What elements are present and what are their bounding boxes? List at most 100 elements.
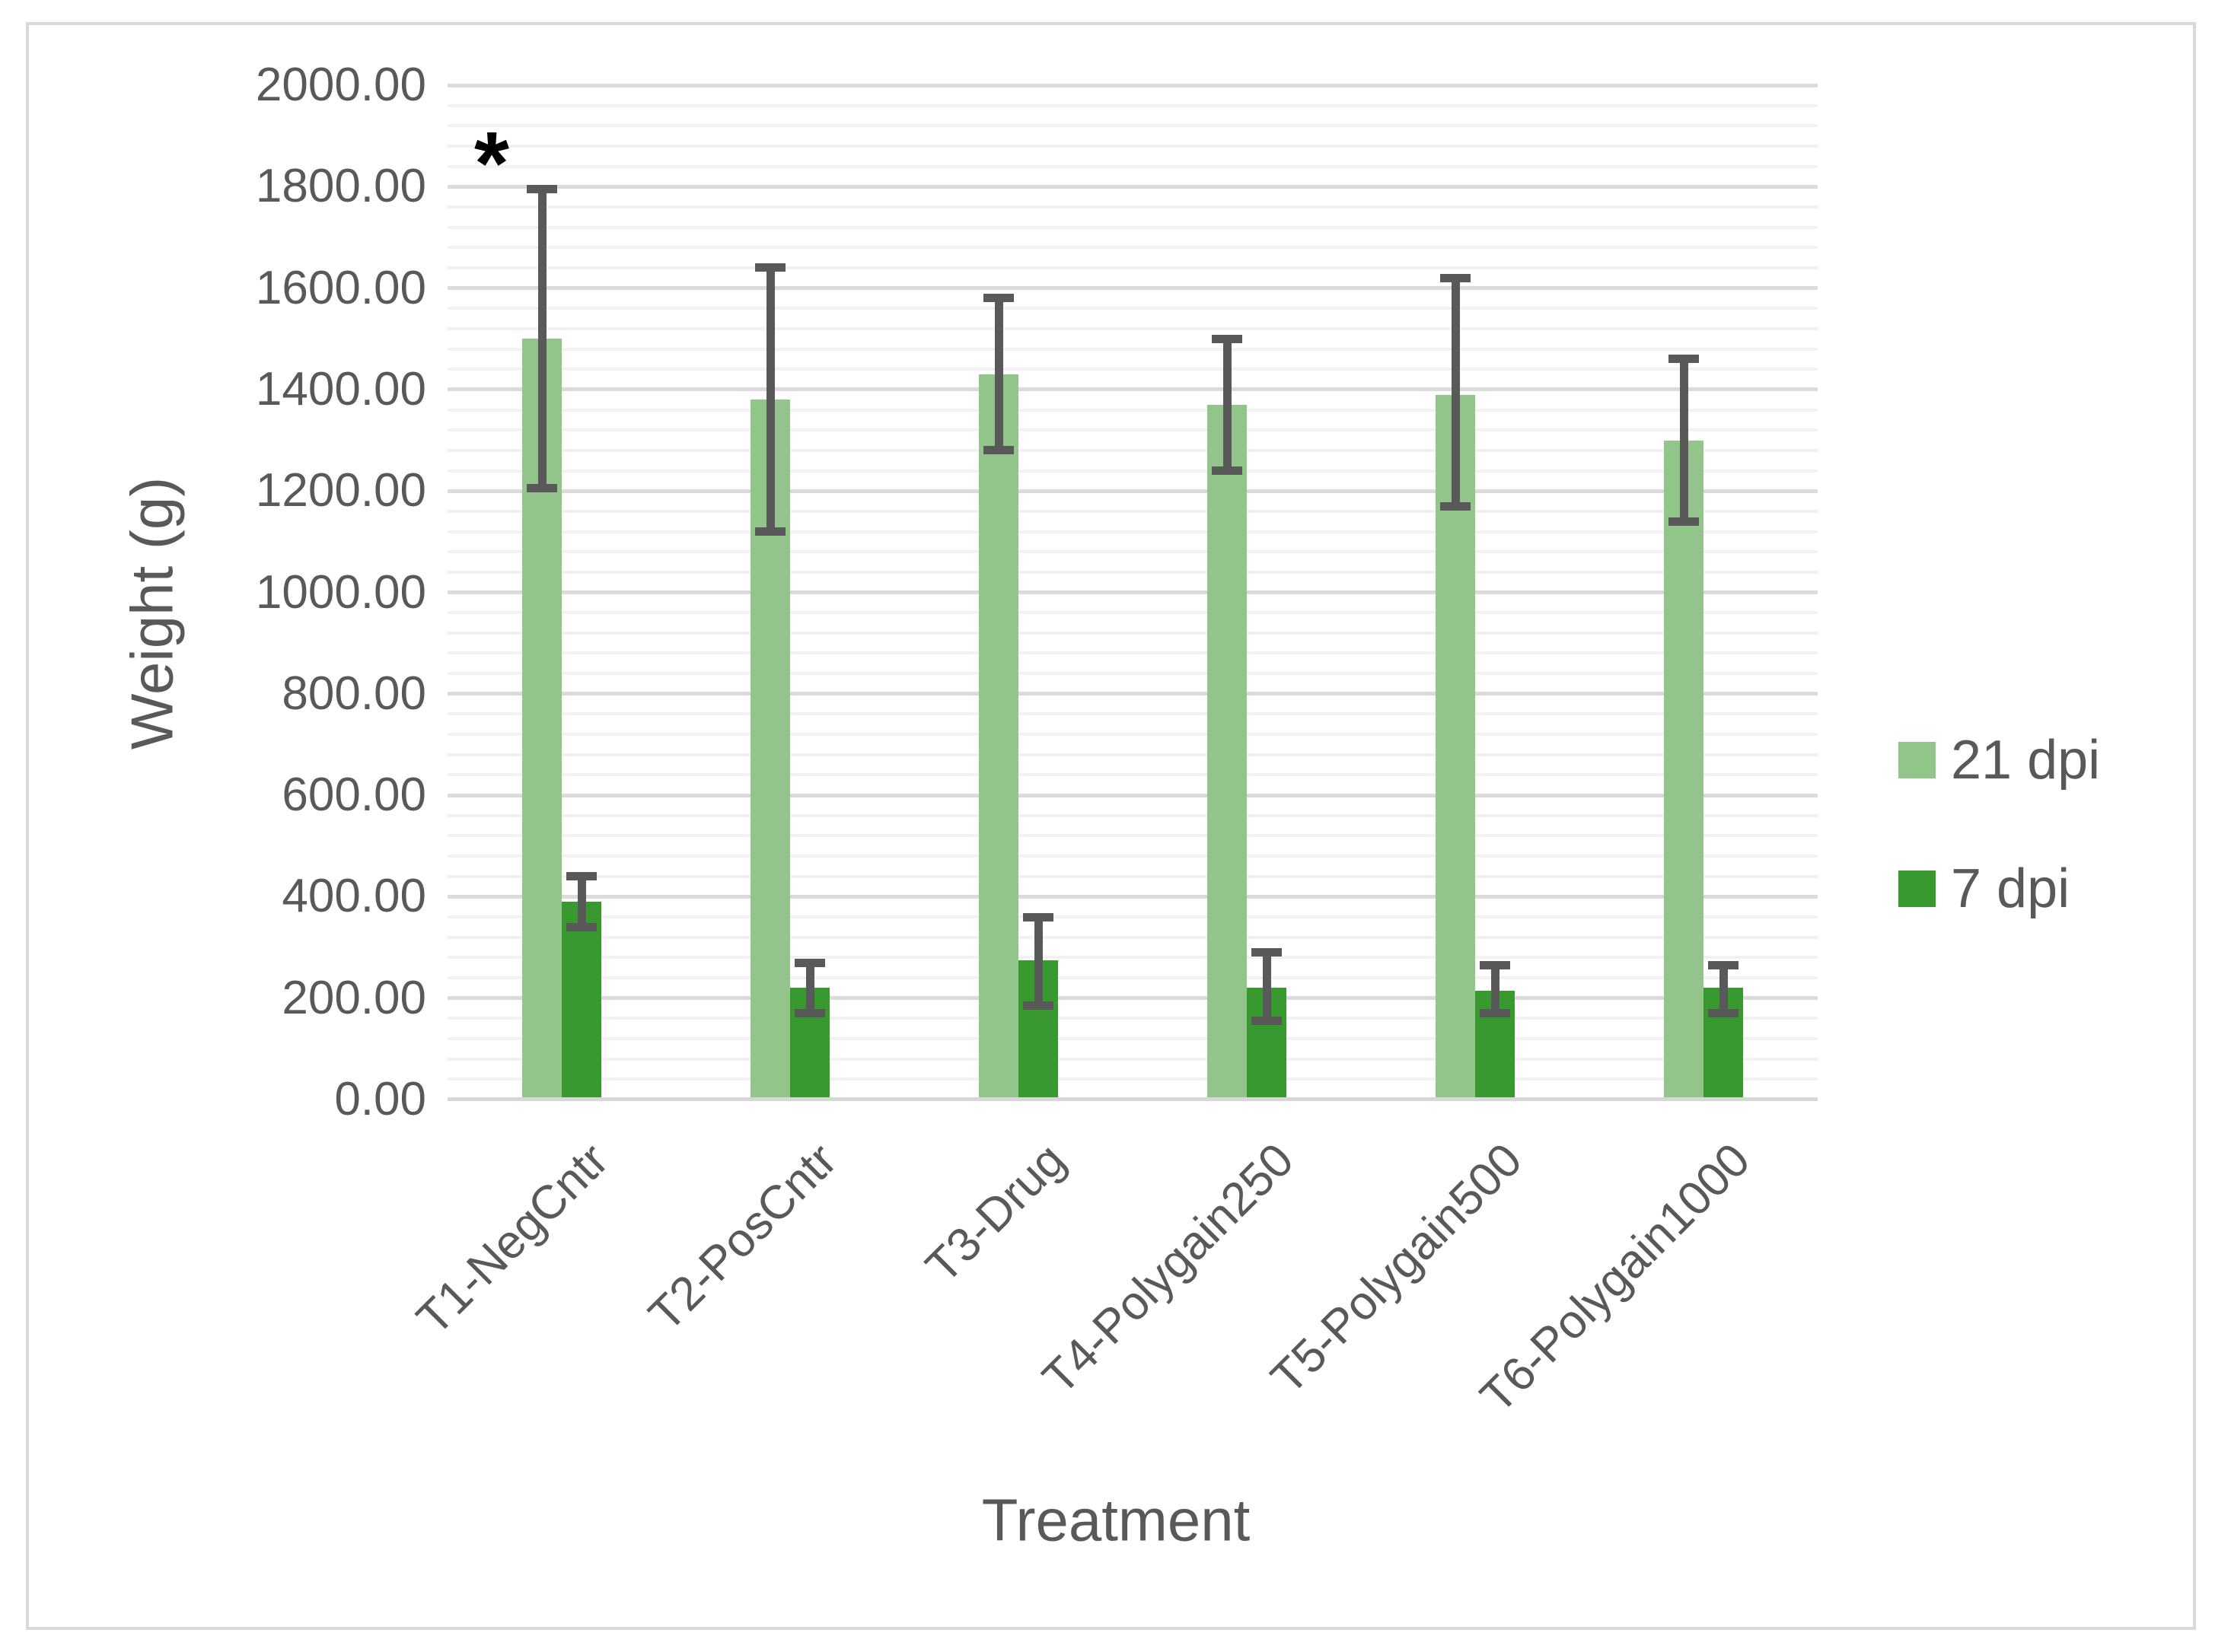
minor-gridline <box>448 428 1818 432</box>
significance-asterisk: * <box>474 113 509 215</box>
minor-gridline <box>448 530 1818 533</box>
error-bar-7dpi-T2-PosCntr-line <box>805 963 814 1014</box>
error-bar-21dpi-T5-Polygain500-line <box>1451 278 1460 507</box>
bar-21dpi-T3-Drug <box>979 374 1018 1100</box>
plot-area <box>448 83 1818 1101</box>
minor-gridline <box>448 915 1818 919</box>
major-gridline <box>448 83 1818 88</box>
minor-gridline <box>448 753 1818 756</box>
minor-gridline <box>448 813 1818 817</box>
x-axis-title: Treatment <box>981 1486 1251 1554</box>
minor-gridline <box>448 712 1818 716</box>
error-bar-21dpi-T2-PosCntr-cap-bottom <box>755 527 786 536</box>
legend-label-7dpi: 7 dpi <box>1951 858 2070 919</box>
legend-entry-21dpi: 21 dpi <box>1898 730 2100 791</box>
y-tick-label: 1200.00 <box>255 464 426 517</box>
minor-gridline <box>448 469 1818 473</box>
y-tick-label: 200.00 <box>282 971 426 1024</box>
minor-gridline <box>448 326 1818 330</box>
error-bar-21dpi-T1-NegCntr-line <box>537 189 547 489</box>
error-bar-21dpi-T6-Polygain1000-line <box>1679 358 1688 522</box>
y-tick-label: 1600.00 <box>255 261 426 314</box>
minor-gridline <box>448 1057 1818 1061</box>
minor-gridline <box>448 246 1818 250</box>
error-bar-7dpi-T2-PosCntr-cap-bottom <box>795 1009 825 1018</box>
error-bar-7dpi-T5-Polygain500-cap-top <box>1480 960 1510 969</box>
major-gridline <box>448 387 1818 392</box>
legend-label-21dpi: 21 dpi <box>1951 730 2101 791</box>
legend-swatch-7dpi-icon <box>1898 871 1936 907</box>
legend-swatch-21dpi-icon <box>1898 742 1936 778</box>
y-tick-label: 800.00 <box>282 667 426 720</box>
legend-entry-7dpi: 7 dpi <box>1898 858 2100 919</box>
minor-gridline <box>448 448 1818 452</box>
minor-gridline <box>448 225 1818 229</box>
error-bar-21dpi-T5-Polygain500-cap-top <box>1440 273 1471 282</box>
error-bar-7dpi-T5-Polygain500-cap-bottom <box>1480 1009 1510 1018</box>
minor-gridline <box>448 935 1818 939</box>
minor-gridline <box>448 834 1818 838</box>
y-tick-label: 0.00 <box>334 1073 426 1125</box>
minor-gridline <box>448 307 1818 310</box>
error-bar-21dpi-T6-Polygain1000-cap-top <box>1668 355 1699 364</box>
error-bar-7dpi-T3-Drug-cap-bottom <box>1023 1001 1053 1011</box>
error-bar-7dpi-T3-Drug-line <box>1034 917 1043 1006</box>
error-bar-7dpi-T1-NegCntr-cap-top <box>566 872 597 881</box>
major-gridline <box>448 489 1818 493</box>
major-gridline <box>448 692 1818 696</box>
error-bar-7dpi-T1-NegCntr-line <box>577 876 586 928</box>
error-bar-21dpi-T4-Polygain250-line <box>1222 339 1232 471</box>
minor-gridline <box>448 550 1818 554</box>
error-bar-7dpi-T6-Polygain1000-cap-bottom <box>1708 1009 1739 1018</box>
minor-gridline <box>448 347 1818 351</box>
error-bar-7dpi-T6-Polygain1000-cap-top <box>1708 960 1739 969</box>
y-tick-label: 400.00 <box>282 870 426 923</box>
bar-21dpi-T5-Polygain500 <box>1436 394 1475 1100</box>
minor-gridline <box>448 733 1818 737</box>
major-gridline <box>448 996 1818 1001</box>
minor-gridline <box>448 672 1818 676</box>
error-bar-7dpi-T1-NegCntr-cap-bottom <box>566 922 597 931</box>
error-bar-21dpi-T4-Polygain250-cap-top <box>1212 334 1242 343</box>
minor-gridline <box>448 976 1818 980</box>
minor-gridline <box>448 956 1818 960</box>
minor-gridline <box>448 1077 1818 1081</box>
error-bar-21dpi-T1-NegCntr-cap-top <box>527 185 557 194</box>
minor-gridline <box>448 509 1818 513</box>
y-axis-title: Weight (g) <box>118 476 186 750</box>
y-tick-label: 1800.00 <box>255 160 426 213</box>
minor-gridline <box>448 855 1818 858</box>
y-tick-label: 600.00 <box>282 769 426 822</box>
x-axis-line <box>448 1097 1818 1101</box>
minor-gridline <box>448 1017 1818 1020</box>
legend: 21 dpi 7 dpi <box>1898 730 2100 919</box>
error-bar-7dpi-T6-Polygain1000-line <box>1719 965 1728 1014</box>
minor-gridline <box>448 408 1818 412</box>
minor-gridline <box>448 874 1818 878</box>
minor-gridline <box>448 205 1818 208</box>
error-bar-7dpi-T4-Polygain250-cap-bottom <box>1251 1017 1282 1026</box>
error-bar-7dpi-T4-Polygain250-cap-top <box>1251 948 1282 957</box>
error-bar-21dpi-T3-Drug-line <box>994 298 1003 450</box>
minor-gridline <box>448 1037 1818 1041</box>
bar-21dpi-T4-Polygain250 <box>1207 404 1247 1100</box>
major-gridline <box>448 793 1818 797</box>
major-gridline <box>448 894 1818 899</box>
error-bar-21dpi-T4-Polygain250-cap-bottom <box>1212 466 1242 476</box>
minor-gridline <box>448 651 1818 655</box>
minor-gridline <box>448 570 1818 574</box>
minor-gridline <box>448 164 1818 168</box>
major-gridline <box>448 590 1818 594</box>
y-tick-label: 1000.00 <box>255 565 426 619</box>
minor-gridline <box>448 773 1818 777</box>
error-bar-21dpi-T1-NegCntr-cap-bottom <box>527 484 557 493</box>
minor-gridline <box>448 103 1818 107</box>
y-tick-label: 1400.00 <box>255 362 426 415</box>
bar-7dpi-T1-NegCntr <box>562 902 601 1100</box>
minor-gridline <box>448 144 1818 148</box>
major-gridline <box>448 286 1818 291</box>
error-bar-21dpi-T2-PosCntr-line <box>766 267 775 532</box>
error-bar-7dpi-T5-Polygain500-line <box>1490 965 1500 1014</box>
minor-gridline <box>448 631 1818 635</box>
minor-gridline <box>448 368 1818 371</box>
